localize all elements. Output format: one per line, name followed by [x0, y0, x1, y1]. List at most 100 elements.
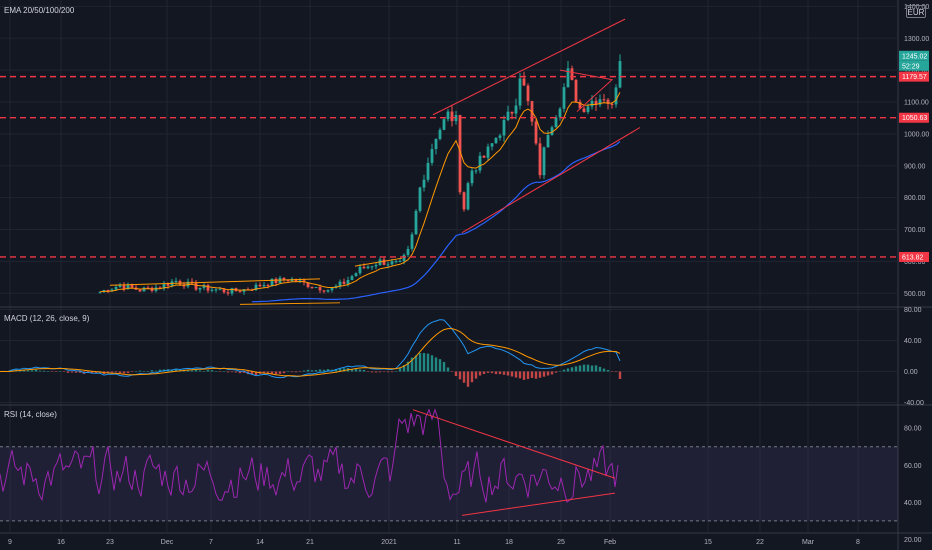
candle-body [202, 285, 206, 288]
price-pane-title: EMA 20/50/100/200 [4, 6, 75, 15]
macd-histogram-bar [290, 371, 294, 373]
macd-histogram-bar [614, 371, 618, 373]
macd-histogram-bar [530, 371, 534, 378]
macd-histogram-bar [498, 371, 502, 375]
macd-histogram-bar [542, 371, 546, 377]
macd-histogram-bar [230, 371, 234, 373]
candle-body [270, 278, 274, 286]
macd-histogram-bar [434, 357, 438, 372]
macd-histogram-bar [594, 365, 598, 372]
price-tag-label: 1050.63 [902, 115, 927, 122]
candle-body [486, 146, 490, 158]
x-tick-label: Feb [604, 539, 616, 546]
candle-body [126, 284, 130, 290]
candle-body [526, 85, 530, 102]
channel-lower-line [461, 127, 641, 234]
macd-line [0, 319, 621, 379]
wedge-lines [559, 69, 614, 112]
x-tick-label: 11 [453, 539, 460, 546]
macd-histogram-bar [222, 371, 226, 372]
macd-histogram-bar [482, 371, 486, 375]
macd-histogram-bar [234, 371, 238, 373]
x-tick-label: 21 [306, 539, 314, 546]
candle-body [238, 291, 242, 293]
candle-body [518, 78, 522, 106]
candle-body [514, 105, 518, 114]
macd-histogram-bar [314, 370, 318, 372]
candle-body [534, 121, 538, 144]
macd-histogram-bar [502, 371, 506, 375]
macd-histogram-bar [218, 371, 222, 373]
candle-body [194, 282, 198, 290]
rsi-pane[interactable] [0, 408, 898, 522]
candle-body [578, 101, 582, 109]
candle-body [510, 111, 514, 114]
candle-body [306, 282, 310, 288]
macd-histogram-bar [358, 369, 362, 372]
macd-histogram-bar [466, 371, 470, 387]
candle-body [566, 68, 570, 88]
candle-body [198, 287, 202, 290]
macd-histogram-bar [210, 370, 214, 372]
candle-body [522, 78, 526, 86]
macd-histogram-bar [506, 371, 510, 376]
candle-body [410, 234, 414, 249]
macd-histogram-bar [610, 371, 614, 372]
macd-histogram-bar [486, 371, 490, 373]
currency-badge[interactable]: EUR [906, 5, 926, 18]
macd-histogram-bar [462, 371, 466, 383]
macd-pane[interactable] [0, 319, 622, 387]
x-tick-label: 23 [106, 539, 114, 546]
macd-histogram-bar [334, 368, 338, 372]
candle-body [98, 291, 102, 293]
rsi-tick-label: 60.00 [904, 463, 922, 470]
macd-histogram-bar [282, 371, 286, 374]
candle-body [266, 285, 270, 287]
candle-body [310, 287, 314, 289]
macd-histogram-bar [278, 371, 282, 374]
macd-histogram-bar [326, 369, 330, 372]
candle-body [118, 285, 122, 287]
macd-histogram-bar [42, 370, 46, 372]
x-tick-label: 7 [209, 539, 213, 546]
macd-histogram-bar [226, 371, 230, 373]
candle-body [154, 287, 158, 291]
macd-histogram-bar [134, 371, 138, 372]
macd-histogram-bar [598, 366, 602, 372]
macd-histogram-bar [270, 371, 274, 374]
macd-histogram-bar [458, 371, 462, 380]
price-pane[interactable] [0, 18, 898, 305]
x-tick-label: 18 [505, 539, 513, 546]
price-tick-label: 700.00 [904, 227, 926, 234]
x-tick-label: Dec [161, 539, 174, 546]
macd-histogram-bar [186, 369, 190, 372]
candle-body [230, 288, 234, 294]
macd-histogram-bar [250, 371, 254, 375]
macd-histogram-bar [138, 370, 142, 372]
macd-tick-label: 80.00 [904, 307, 922, 314]
macd-histogram-bar [286, 371, 290, 372]
candle-body [142, 287, 146, 292]
macd-histogram-bar [106, 371, 110, 373]
candle-body [606, 99, 610, 104]
candle-body [158, 287, 162, 289]
macd-histogram-bar [390, 371, 394, 373]
macd-histogram-bar [58, 371, 62, 372]
price-tag-label: 1179.57 [902, 74, 927, 81]
candle-body [602, 99, 606, 101]
x-tick-label: 25 [557, 539, 565, 546]
price-tag [899, 251, 929, 262]
macd-histogram-bar [538, 371, 542, 378]
candle-body [218, 289, 222, 291]
macd-histogram-bar [302, 370, 306, 372]
macd-histogram-bar [146, 371, 150, 372]
macd-histogram-bar [554, 371, 558, 373]
candle-body [502, 120, 506, 136]
macd-histogram-bar [110, 371, 114, 373]
x-tick-label: 16 [57, 539, 65, 546]
candle-body [226, 292, 230, 294]
candle-body [330, 287, 334, 291]
macd-histogram-bar [70, 371, 74, 373]
